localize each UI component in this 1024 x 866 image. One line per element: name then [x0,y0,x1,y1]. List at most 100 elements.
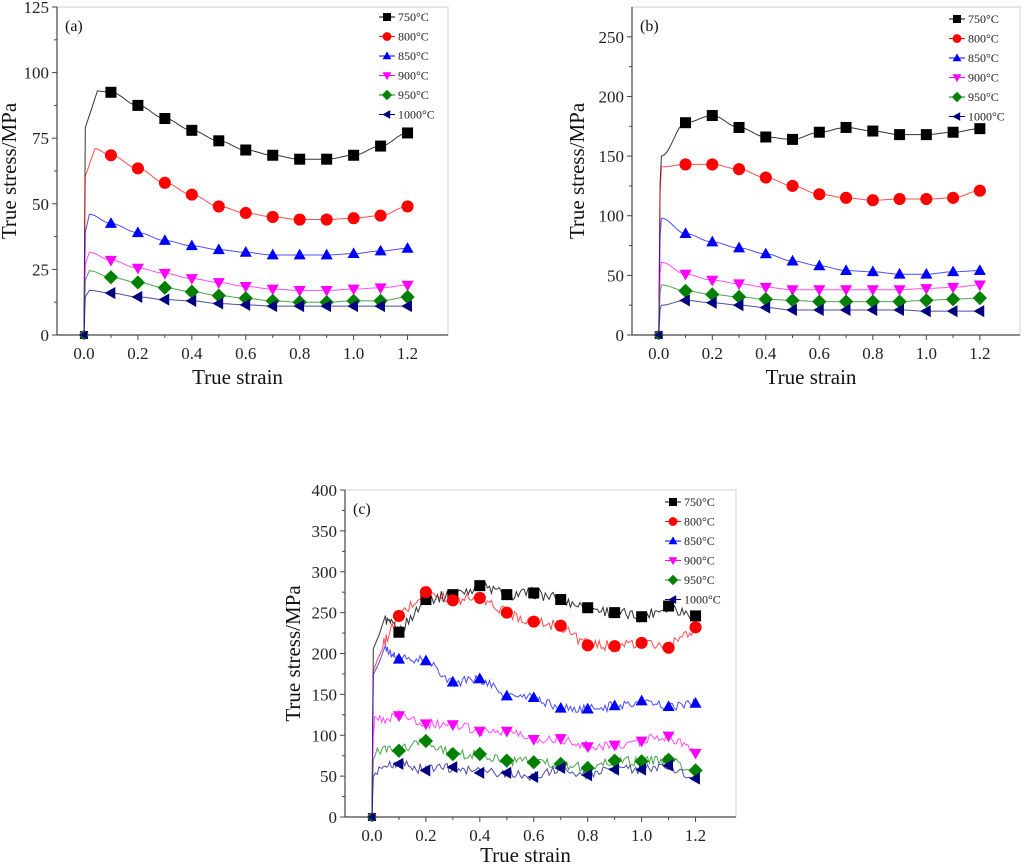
y-tick-label: 200 [312,645,338,664]
legend-entry: 950°C [398,88,429,102]
y-axis-title: True stress/MPa [565,102,589,239]
data-point [131,263,144,275]
data-point [472,746,487,762]
series-5 [654,294,985,340]
x-tick-label: 0.0 [361,826,382,845]
data-point [892,294,907,309]
x-tick-label: 1.2 [685,826,706,845]
panel-label: (b) [640,18,659,35]
x-tick-label: 0.8 [862,344,883,363]
data-point [527,770,539,783]
data-point [473,591,486,604]
data-point [840,191,853,204]
data-point [446,594,459,607]
legend-marker [952,34,962,43]
data-point [293,213,306,226]
legend-entry: 900°C [968,71,999,85]
data-point [320,248,333,260]
legend-marker [382,32,392,41]
data-point [266,248,279,260]
y-axis-title: True stress/MPa [281,585,305,722]
legend-marker [381,89,393,101]
data-point [320,300,332,313]
data-point [839,303,851,317]
data-point [654,330,662,340]
data-point [920,284,933,295]
data-point [347,212,360,225]
legend-entry: 850°C [684,534,715,548]
x-axis-title: True strain [192,365,283,389]
data-point [760,131,772,143]
data-point [446,675,459,687]
data-point [813,285,826,297]
data-point [786,254,799,266]
data-point [212,243,225,255]
legend-entry: 950°C [968,90,999,104]
data-point [662,700,675,712]
data-point [920,305,931,318]
legend-marker [668,557,678,566]
data-point [401,300,412,313]
y-tick-label: 250 [312,604,338,623]
legend-marker [952,53,962,62]
x-axis-title: True strain [766,365,857,389]
data-point [973,305,985,318]
data-point [240,144,252,156]
legend-marker [382,110,391,119]
data-point [419,586,432,599]
data-point [813,126,825,138]
data-point [679,294,690,307]
data-point [293,300,305,313]
data-point [392,757,404,770]
data-point [527,615,540,628]
y-tick-label: 150 [312,685,338,704]
data-point [501,589,513,601]
data-point [212,297,224,310]
series-2 [367,643,702,821]
x-tick-label: 0.6 [235,344,256,363]
data-point [212,278,225,289]
series-line [83,213,408,336]
x-tick-label: 1.2 [969,344,990,363]
data-point [840,264,853,275]
data-point [893,285,906,297]
data-point [706,235,719,247]
data-point [706,275,719,287]
data-point [894,129,906,141]
plot-frame [344,489,737,818]
data-point [608,763,620,776]
legend: 750°C 800°C 850°C 900°C 950°C 1000°C [949,12,1005,124]
legend-entry: 850°C [398,49,429,63]
data-point [555,594,567,606]
data-point [662,641,675,654]
x-tick-label: 0.4 [181,344,203,363]
y-tick-label: 0 [616,326,625,345]
data-point [446,761,458,774]
data-point [635,694,648,706]
data-point [185,294,197,307]
data-point [973,264,986,275]
series-5 [79,286,412,340]
data-point [348,149,360,161]
legend-marker [953,15,961,23]
data-point [375,140,387,152]
data-point [320,213,333,226]
data-point [554,734,567,745]
x-tick-label: 1.0 [631,826,652,845]
data-point [759,171,772,184]
data-point [920,129,932,141]
data-point [679,158,692,171]
data-point [678,283,693,299]
data-point [419,764,431,777]
legend-marker [669,498,677,506]
legend-marker [668,595,677,604]
data-point [732,241,746,253]
data-point [635,636,648,649]
x-tick-label: 0.2 [702,344,723,363]
data-point [294,153,306,165]
y-tick-label: 50 [32,195,49,214]
data-point [500,689,513,701]
data-point [689,697,702,708]
data-point [866,303,878,317]
